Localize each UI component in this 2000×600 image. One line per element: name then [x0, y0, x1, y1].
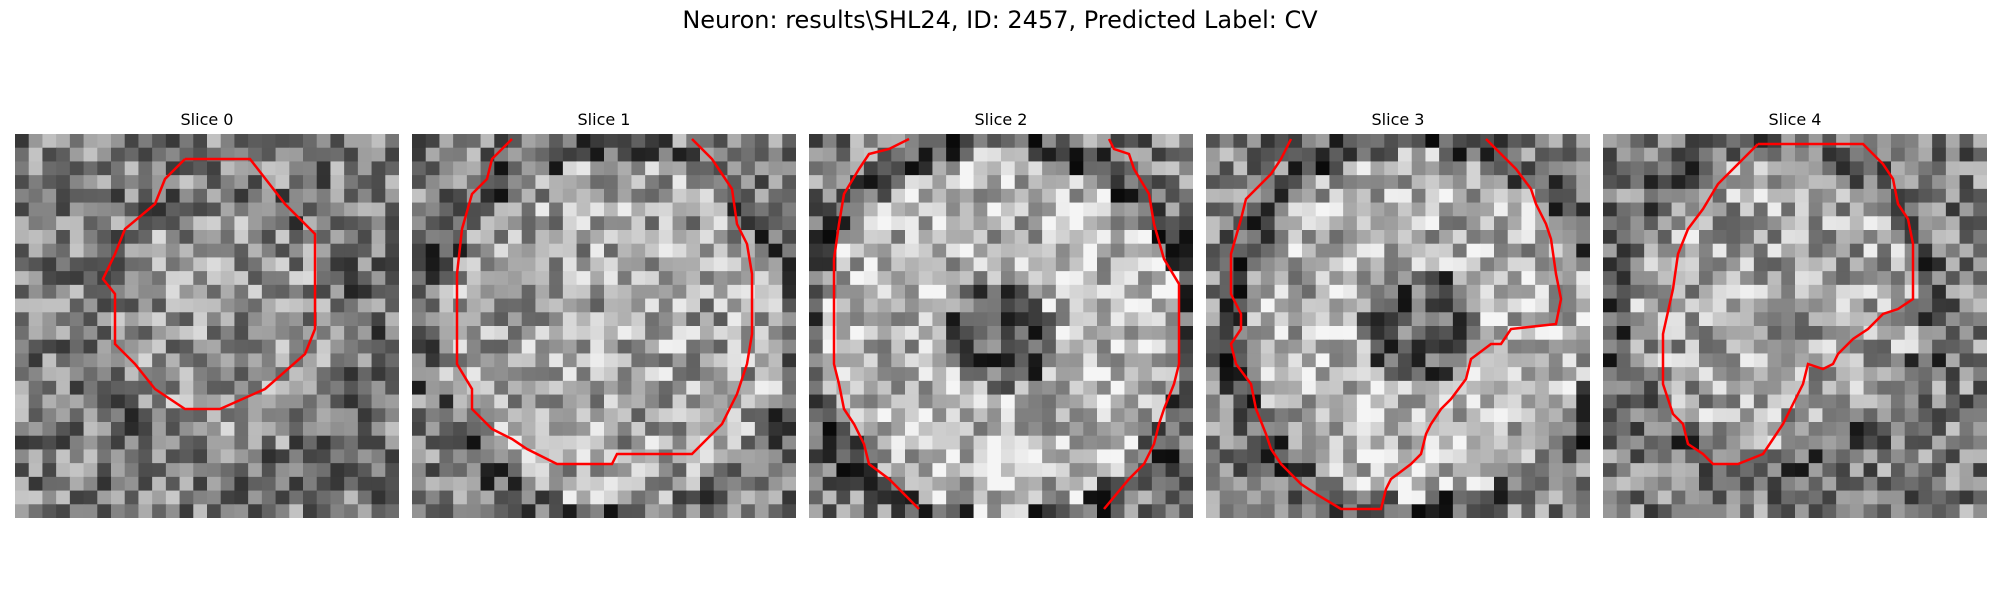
grayscale-image — [809, 134, 1193, 518]
red-contour — [455, 138, 754, 466]
slice-title: Slice 4 — [1768, 110, 1822, 129]
grayscale-image — [1206, 134, 1590, 518]
slice-panel-3: Slice 3 — [1206, 108, 1590, 518]
red-contour — [1229, 138, 1563, 511]
red-contour — [1661, 142, 1915, 466]
slice-title: Slice 1 — [577, 110, 631, 129]
grayscale-image — [15, 134, 399, 518]
grayscale-image — [1603, 134, 1987, 518]
slice-panel-0: Slice 0 — [15, 108, 399, 518]
slice-panel-1: Slice 1 — [412, 108, 796, 518]
slice-image-with-contour — [412, 134, 796, 518]
slice-title: Slice 3 — [1371, 110, 1425, 129]
red-contour — [1103, 138, 1181, 510]
grayscale-image — [412, 134, 796, 518]
figure-title: Neuron: results\SHL24, ID: 2457, Predict… — [682, 6, 1318, 34]
slice-image-with-contour — [15, 134, 399, 518]
slice-title: Slice 0 — [180, 110, 234, 129]
slice-panel-4: Slice 4 — [1603, 108, 1987, 518]
slice-image-with-contour — [809, 134, 1193, 518]
slice-title: Slice 2 — [974, 110, 1028, 129]
red-contour — [832, 137, 920, 510]
slice-image-with-contour — [1603, 134, 1987, 518]
slice-image-with-contour — [1206, 134, 1590, 518]
red-contour — [101, 157, 317, 411]
slice-panel-2: Slice 2 — [809, 108, 1193, 518]
